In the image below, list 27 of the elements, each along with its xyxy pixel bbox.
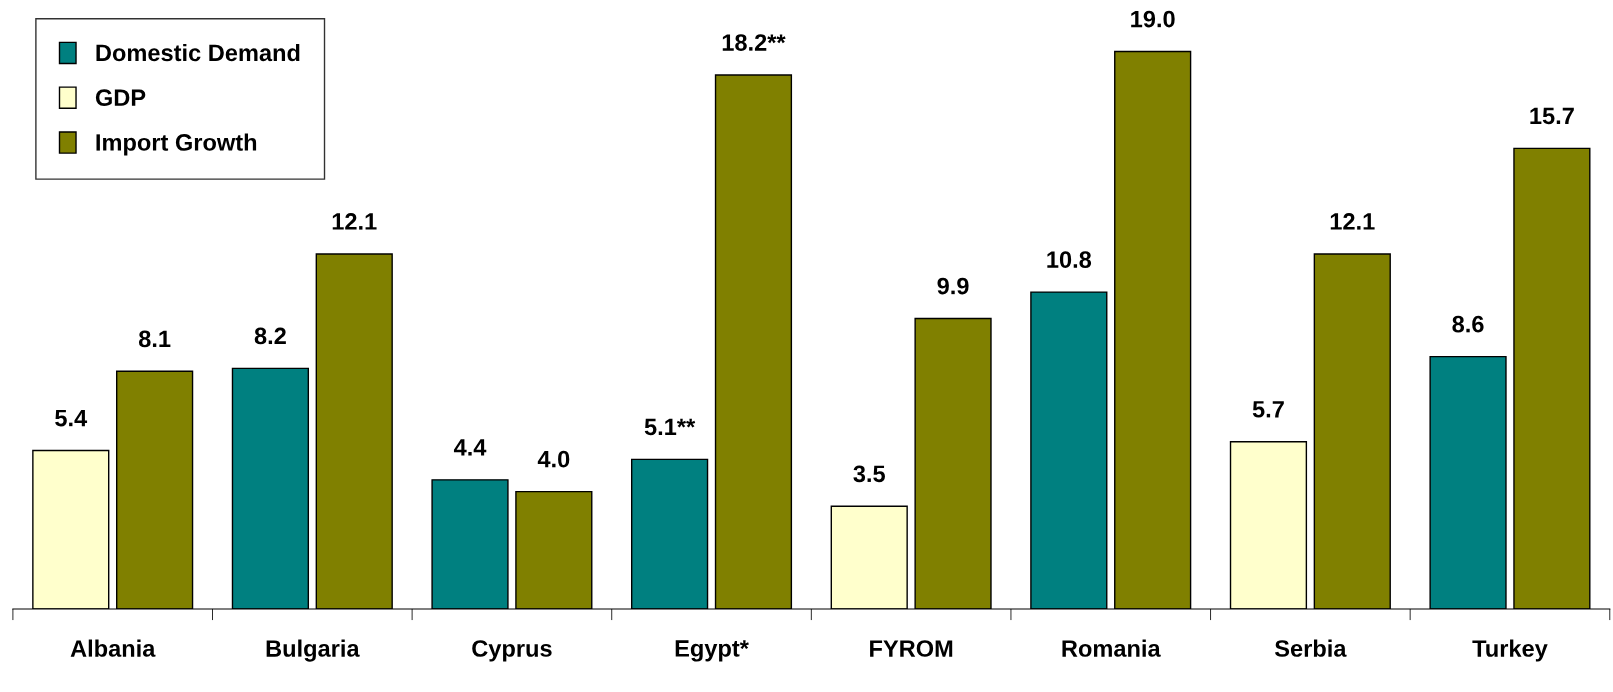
data-label: 10.8 <box>1047 251 1092 268</box>
data-label: 5.7 <box>1252 401 1284 418</box>
data-label: 8.6 <box>1452 315 1484 333</box>
data-label: 12.1 <box>1330 213 1375 230</box>
data-label: 8.2 <box>254 327 286 345</box>
legend-label: GDP <box>95 89 146 107</box>
x-tick-label: Serbia <box>1274 639 1347 657</box>
x-tick-label: Romania <box>1062 639 1161 657</box>
data-label: 5.1** <box>644 418 696 436</box>
data-label: 8.1 <box>138 330 171 348</box>
legend-label: Domestic Demand <box>96 43 300 62</box>
data-label: 15.7 <box>1530 107 1574 125</box>
data-label: 5.4 <box>55 409 88 427</box>
legend-label: Import Growth <box>96 133 257 156</box>
data-label: 4.4 <box>453 439 487 456</box>
data-label: 9.9 <box>937 277 969 295</box>
x-tick-label: Albania <box>70 639 156 657</box>
data-label: 3.5 <box>853 465 885 483</box>
data-label: 18.2** <box>722 34 786 51</box>
x-tick-label: Bulgaria <box>266 639 360 662</box>
x-tick-label: Egypt* <box>675 640 749 662</box>
x-tick-label: Turkey <box>1472 639 1548 662</box>
x-tick-label: FYROM <box>870 640 953 657</box>
data-label: 4.0 <box>537 450 570 468</box>
data-label: 12.1 <box>332 213 377 230</box>
x-tick-label: Cyprus <box>472 640 552 662</box>
data-label: 19.0 <box>1131 10 1175 28</box>
